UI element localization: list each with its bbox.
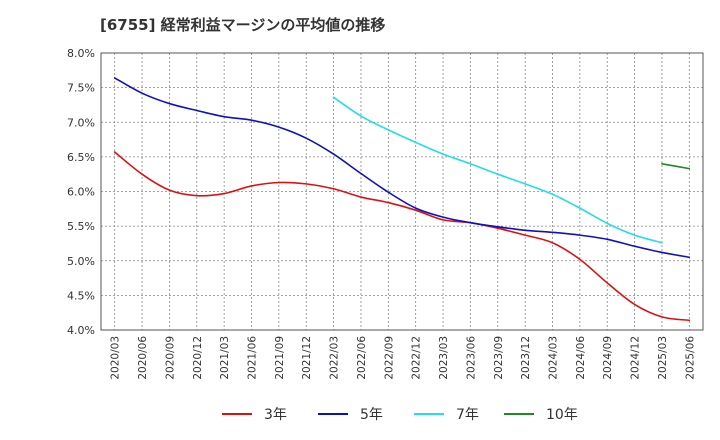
y-tick-label: 7.5%: [67, 82, 95, 95]
x-tick-label: 2024/06: [575, 336, 587, 380]
legend-label: 3年: [264, 407, 287, 423]
x-tick-label: 2021/06: [247, 336, 259, 380]
x-tick-label: 2023/09: [493, 336, 505, 380]
x-tick-label: 2020/03: [110, 336, 122, 380]
series-lines: [113, 77, 691, 322]
x-tick-label: 2022/06: [356, 336, 368, 380]
x-tick-label: 2022/09: [383, 336, 395, 380]
x-tick-labels: 2020/03 2020/06 2020/09 2020/12 2021/03 2021/…: [110, 336, 697, 380]
y-tick-label: 6.0%: [67, 186, 95, 199]
x-tick-label: 2024/12: [630, 336, 642, 380]
chart-title: [6755] 経常利益マージンの平均値の推移: [100, 16, 386, 34]
x-tick-label: 2022/03: [329, 336, 341, 380]
series-line: [661, 163, 691, 170]
x-tick-label: 2024/09: [602, 336, 614, 380]
x-tick-label: 2023/06: [465, 336, 477, 380]
y-tick-label: 5.5%: [67, 220, 95, 233]
x-tick-label: 2023/12: [520, 336, 532, 380]
legend: 3年 5年 7年 10年: [222, 407, 578, 423]
y-tick-label: 6.5%: [67, 151, 95, 164]
x-tick-label: 2020/09: [164, 336, 176, 380]
series-line: [113, 151, 691, 322]
y-tick-label: 7.0%: [67, 116, 95, 129]
y-tick-label: 4.0%: [67, 324, 95, 337]
series-line: [113, 77, 691, 259]
legend-label: 10年: [546, 407, 578, 423]
y-tick-label: 5.0%: [67, 255, 95, 268]
legend-label: 7年: [456, 407, 479, 423]
x-tick-label: 2020/12: [192, 336, 204, 380]
x-tick-label: 2022/12: [411, 336, 423, 380]
x-tick-label: 2023/03: [438, 336, 450, 380]
series-line: [332, 96, 663, 244]
x-tick-label: 2021/12: [301, 336, 313, 380]
legend-label: 5年: [360, 407, 383, 423]
x-tick-label: 2025/06: [684, 336, 696, 380]
plot-frame: [100, 52, 704, 331]
y-tick-labels: 4.0% 4.5% 5.0% 5.5% 6.0% 6.5% 7.0% 7.5% 8.0%: [67, 47, 95, 337]
x-tick-label: 2025/03: [657, 336, 669, 380]
y-tick-label: 8.0%: [67, 47, 95, 60]
x-tick-label: 2021/09: [274, 336, 286, 380]
axes: [100, 52, 704, 331]
y-tick-label: 4.5%: [67, 289, 95, 302]
x-tick-label: 2024/03: [548, 336, 560, 380]
x-tick-label: 2021/03: [219, 336, 231, 380]
x-tick-label: 2020/06: [137, 336, 149, 380]
